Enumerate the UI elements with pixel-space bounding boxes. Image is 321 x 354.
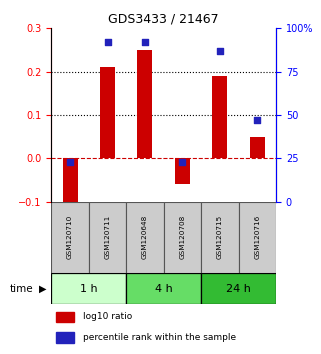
Bar xyxy=(250,137,265,159)
Bar xyxy=(100,67,115,159)
Bar xyxy=(201,202,239,273)
Bar xyxy=(51,273,126,304)
Text: 4 h: 4 h xyxy=(155,284,173,293)
Bar xyxy=(213,76,227,159)
Bar xyxy=(126,202,164,273)
Title: GDS3433 / 21467: GDS3433 / 21467 xyxy=(108,13,219,26)
Text: GSM120715: GSM120715 xyxy=(217,215,223,259)
Text: GSM120711: GSM120711 xyxy=(105,215,110,259)
Text: GSM120648: GSM120648 xyxy=(142,215,148,259)
Point xyxy=(180,159,185,165)
Bar xyxy=(63,159,78,210)
Text: time: time xyxy=(10,284,33,293)
Bar xyxy=(51,202,89,273)
Bar xyxy=(137,50,152,159)
Bar xyxy=(89,202,126,273)
Point xyxy=(143,39,148,45)
Bar xyxy=(56,332,74,343)
Text: ▶: ▶ xyxy=(39,284,46,293)
Point xyxy=(105,39,110,45)
Bar xyxy=(126,273,201,304)
Text: log10 ratio: log10 ratio xyxy=(83,313,132,321)
Bar xyxy=(164,202,201,273)
Text: GSM120708: GSM120708 xyxy=(179,215,186,259)
Point xyxy=(255,118,260,123)
Bar xyxy=(175,159,190,184)
Point xyxy=(217,48,222,54)
Point xyxy=(67,159,73,165)
Text: 1 h: 1 h xyxy=(80,284,98,293)
Text: GSM120710: GSM120710 xyxy=(67,215,73,259)
Text: 24 h: 24 h xyxy=(226,284,251,293)
Text: percentile rank within the sample: percentile rank within the sample xyxy=(83,333,236,342)
Bar xyxy=(201,273,276,304)
Bar xyxy=(56,312,74,322)
Text: GSM120716: GSM120716 xyxy=(254,215,260,259)
Bar xyxy=(239,202,276,273)
